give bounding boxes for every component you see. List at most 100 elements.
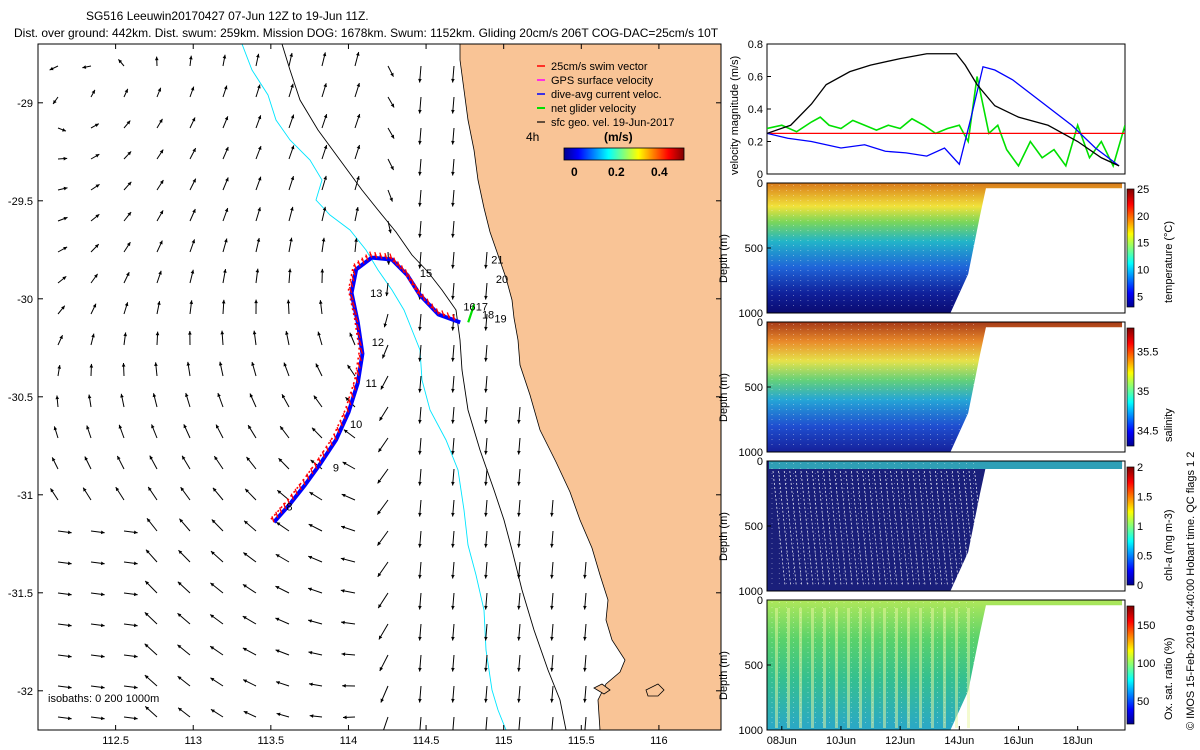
velocity-arrowhead <box>177 676 182 680</box>
swim-vector-tick <box>317 457 322 464</box>
oxygen-section: 0 500 1000 Depth (m) 50 100 150 Ox. sat. ratio … <box>718 595 1175 747</box>
swim-vector-tick <box>279 507 283 514</box>
swim-vector-tick <box>358 339 362 347</box>
velocity-arrowhead <box>315 363 320 368</box>
swim-vector-tick <box>302 478 306 486</box>
velocity-arrowhead <box>418 512 422 517</box>
swim-vector-tick <box>446 312 450 319</box>
colorbar-tick-label: 5 <box>1137 291 1143 303</box>
colorbar-tick-0.2: 0.2 <box>608 165 625 179</box>
track-day-label: 16 <box>463 302 475 314</box>
map-xtick-label: 116 <box>650 735 668 747</box>
map-xtick-label: 115.5 <box>568 735 595 747</box>
velocity-arrowhead <box>583 698 587 703</box>
swim-vector-tick <box>426 298 430 305</box>
velocity-arrowhead <box>583 667 587 672</box>
map-frame <box>37 43 722 731</box>
oxygen-profile-stripe <box>787 608 790 728</box>
chla-profile-line <box>940 470 954 586</box>
velocity-arrowhead <box>55 395 60 400</box>
velocity-arrowhead <box>117 455 121 460</box>
swim-vector-tick <box>325 445 329 452</box>
velocity-arrowhead <box>242 647 247 652</box>
swim-vector-tick <box>361 257 365 264</box>
velocity-arrowhead <box>217 393 221 398</box>
velocity-arrowhead <box>63 186 68 191</box>
swim-vector-tick <box>379 252 383 259</box>
velocity-arrowhead <box>388 229 392 234</box>
section-ylabel: Depth (m) <box>718 373 730 422</box>
velocity-arrowhead <box>155 331 160 336</box>
chla-profile-line <box>946 470 959 586</box>
swim-vector-tick <box>355 316 359 323</box>
map-colorbar <box>563 147 685 161</box>
vel-ytick-label: 0 <box>757 169 763 181</box>
velocity-arrowhead <box>190 86 195 91</box>
velocity-arrowhead <box>275 554 280 558</box>
velocity-arrowhead <box>379 416 383 421</box>
velocity-arrowhead <box>257 176 262 181</box>
velocity-arrowhead <box>320 268 325 273</box>
header-line-1: SG516 Leeuwin20170427 07-Jun 12Z to 19-J… <box>86 9 369 23</box>
velocity-arrowhead <box>127 151 132 156</box>
swim-vector-tick <box>348 398 352 406</box>
velocity-arrowhead <box>277 490 282 494</box>
velocity-arrowhead <box>224 116 229 121</box>
swim-vector-tick <box>286 498 291 505</box>
velocity-arrowhead <box>177 644 182 649</box>
swim-vector-tick <box>275 511 279 519</box>
velocity-arrowhead <box>94 244 99 248</box>
swim-vector-tick <box>271 516 275 523</box>
velocity-arrowhead <box>451 388 455 393</box>
velocity-arrowhead <box>550 605 554 610</box>
velocity-arrowhead <box>222 54 227 59</box>
velocity-arrowhead <box>517 605 521 610</box>
chla-profile-line <box>862 470 875 586</box>
velocity-arrowhead <box>347 364 352 369</box>
velocity-arrowhead <box>159 118 163 123</box>
velocity-arrowhead <box>223 269 227 273</box>
velocity-arrowhead <box>308 555 313 560</box>
swim-vector-tick <box>356 369 360 376</box>
swim-vector-tick <box>336 426 340 434</box>
velocity-arrowhead <box>517 667 521 672</box>
velocity-arrowhead <box>257 207 261 212</box>
velocity-arrowhead <box>280 426 284 431</box>
velocity-arrowhead <box>308 524 313 528</box>
track-day-label: 18 <box>482 309 494 321</box>
velocity-arrowhead <box>451 450 455 455</box>
velocity-arrowhead <box>100 685 105 690</box>
map-xtick-label: 112.5 <box>102 735 129 747</box>
velocity-arrowhead <box>242 584 247 588</box>
velocity-arrowhead <box>182 455 186 460</box>
velocity-arrowhead <box>484 605 488 610</box>
velocity-arrowhead <box>178 707 183 712</box>
map-legend: 25cm/s swim vector GPS surface velocity … <box>526 61 685 179</box>
velocity-arrowhead <box>286 299 291 304</box>
swim-vector-tick <box>329 439 333 447</box>
velocity-arrowhead <box>418 667 422 672</box>
velocity-arrowhead <box>177 581 182 586</box>
velocity-arrowhead <box>83 487 87 492</box>
velocity-arrowhead <box>145 581 150 585</box>
time-scale-label: 4h <box>526 130 539 144</box>
velocity-arrowhead <box>418 326 422 331</box>
velocity-arrowhead <box>278 458 283 463</box>
swim-vector-tick <box>384 252 388 260</box>
map-xtick-label: 113.5 <box>257 735 284 747</box>
swim-vector-tick <box>407 273 412 281</box>
map-ytick-label: -31 <box>17 490 33 502</box>
legend-dac-label: dive-avg current veloc. <box>551 89 662 101</box>
velocity-arrowhead <box>145 706 150 711</box>
section-fill <box>767 322 1123 452</box>
chla-profile-line <box>929 470 943 586</box>
velocity-arrowhead <box>356 176 360 180</box>
oxygen-profile-stripe <box>967 608 970 728</box>
velocity-arrowhead <box>285 330 289 335</box>
swim-vector-tick <box>359 347 364 354</box>
velocity-arrowhead <box>550 636 554 641</box>
velocity-arrowhead <box>550 667 554 672</box>
velocity-arrowhead <box>451 233 455 238</box>
velocity-arrowhead <box>157 301 161 305</box>
